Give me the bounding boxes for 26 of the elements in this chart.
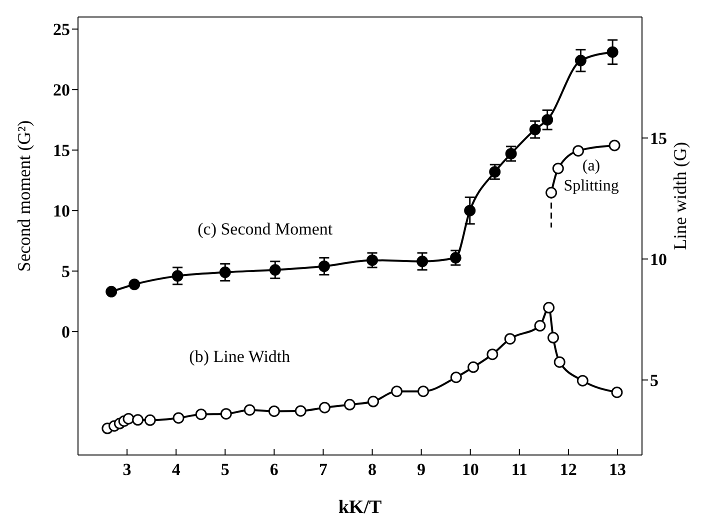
series-label: (a) Splitting (564, 158, 619, 195)
x-tick-label: 10 (462, 460, 479, 480)
y-axis-title: Second moment (G²) (14, 120, 34, 272)
y2-tick-label: 10 (650, 250, 667, 270)
x-tick-label: 13 (608, 460, 626, 480)
x-tick-label: 4 (172, 460, 181, 480)
x-tick-label: 9 (417, 460, 426, 480)
y2-tick-label: 5 (650, 371, 658, 390)
x-tick-label: 5 (220, 460, 230, 480)
x-tick-label: 11 (511, 460, 528, 480)
y2-tick-label: 15 (650, 129, 667, 148)
x-tick-label: 3 (122, 460, 132, 480)
x-tick-label: 6 (270, 460, 278, 480)
y2-axis-title: Line width (G) (670, 142, 690, 250)
y-tick-label: 15 (53, 141, 70, 160)
y-tick-label: 0 (62, 322, 70, 342)
y-tick-label: 5 (62, 262, 70, 282)
x-tick-label: 7 (318, 460, 328, 480)
text: (b) Line Width (189, 346, 291, 366)
x-tick-label: 12 (560, 460, 577, 480)
y-tick-label: 25 (53, 20, 70, 40)
series-label: (c) Second Moment (198, 219, 333, 238)
x-tick-label: 8 (368, 460, 377, 480)
y-tick-label: 10 (53, 202, 70, 221)
y-tick-label: 20 (53, 80, 70, 100)
x-axis-title: kK/T (338, 497, 382, 518)
